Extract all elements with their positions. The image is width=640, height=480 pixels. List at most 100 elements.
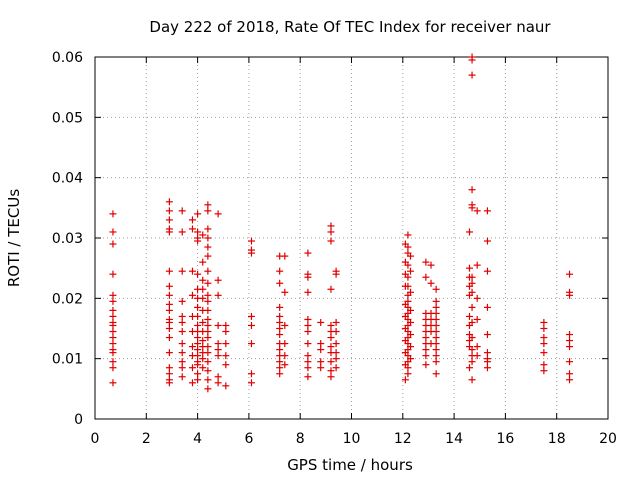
data-point [178, 364, 186, 372]
data-point [178, 328, 186, 336]
data-point [204, 267, 212, 275]
data-point [276, 312, 284, 320]
data-point [566, 291, 574, 299]
data-point [199, 231, 207, 239]
data-point [178, 358, 186, 366]
x-tick-labels: 0 2 4 6 8 10 12 14 16 18 20 [91, 431, 617, 447]
data-point [327, 367, 335, 375]
data-point [204, 358, 212, 366]
data-point [204, 334, 212, 342]
data-point [404, 364, 412, 372]
data-point [404, 261, 412, 269]
data-points [109, 53, 574, 393]
data-point [566, 358, 574, 366]
data-point [204, 376, 212, 384]
data-point [483, 331, 491, 339]
data-point [281, 340, 289, 348]
data-point [165, 370, 173, 378]
data-point [304, 273, 312, 281]
data-point [432, 315, 440, 323]
data-point [194, 312, 202, 320]
x-axis-label: GPS time / hours [287, 456, 413, 474]
data-point [468, 346, 476, 354]
data-point [165, 228, 173, 236]
data-point [432, 303, 440, 311]
data-point [332, 318, 340, 326]
data-point [204, 201, 212, 209]
data-point [178, 349, 186, 357]
data-point [406, 318, 414, 326]
data-point [468, 273, 476, 281]
data-point [204, 252, 212, 260]
data-point [566, 270, 574, 278]
data-point [483, 303, 491, 311]
data-point [214, 321, 222, 329]
data-point [165, 207, 173, 215]
data-point [566, 331, 574, 339]
data-point [276, 325, 284, 332]
data-point [483, 358, 491, 366]
data-point [109, 210, 117, 218]
data-point [540, 367, 548, 375]
data-point [566, 343, 574, 351]
data-point [276, 318, 284, 326]
data-point [432, 352, 440, 360]
data-point [540, 340, 548, 348]
data-point [214, 276, 222, 284]
data-point [222, 361, 230, 369]
data-point [304, 249, 312, 257]
data-point [304, 288, 312, 296]
data-point [204, 321, 212, 329]
data-point [332, 355, 340, 363]
data-point [327, 373, 335, 381]
data-point [317, 364, 325, 372]
data-point [165, 282, 173, 290]
data-point [204, 207, 212, 215]
data-point [422, 334, 430, 342]
data-point [422, 258, 430, 266]
data-point [109, 228, 117, 236]
data-point [214, 352, 222, 360]
data-point [432, 334, 440, 342]
data-point [194, 237, 202, 245]
data-point [204, 279, 212, 287]
x-tick-label: 8 [296, 431, 305, 447]
data-point [327, 321, 335, 329]
data-point [222, 328, 230, 336]
data-point [188, 291, 196, 299]
data-point [109, 358, 117, 366]
data-point [178, 318, 186, 326]
data-point [194, 340, 202, 348]
data-point [214, 379, 222, 387]
data-point [199, 337, 207, 345]
data-point [178, 373, 186, 381]
data-point [327, 358, 335, 366]
data-point [199, 285, 207, 293]
data-point [178, 228, 186, 236]
data-point [204, 225, 212, 233]
data-point [247, 379, 255, 387]
data-point [204, 291, 212, 299]
data-point [468, 71, 476, 79]
data-point [204, 385, 212, 393]
data-point [178, 340, 186, 348]
data-point [327, 222, 335, 230]
data-point [327, 334, 335, 342]
data-point [109, 340, 117, 348]
data-point [404, 273, 412, 281]
data-point [222, 382, 230, 390]
data-point [109, 334, 117, 342]
data-point [281, 361, 289, 369]
data-point [194, 370, 202, 378]
data-point [304, 364, 312, 372]
data-point [327, 285, 335, 293]
data-point [406, 288, 414, 296]
data-point [188, 364, 196, 372]
data-point [566, 370, 574, 378]
data-point [404, 370, 412, 378]
data-point [406, 343, 414, 351]
data-point [214, 291, 222, 299]
data-point [468, 288, 476, 296]
y-tick-label: 0.04 [52, 171, 83, 187]
data-point [165, 216, 173, 224]
